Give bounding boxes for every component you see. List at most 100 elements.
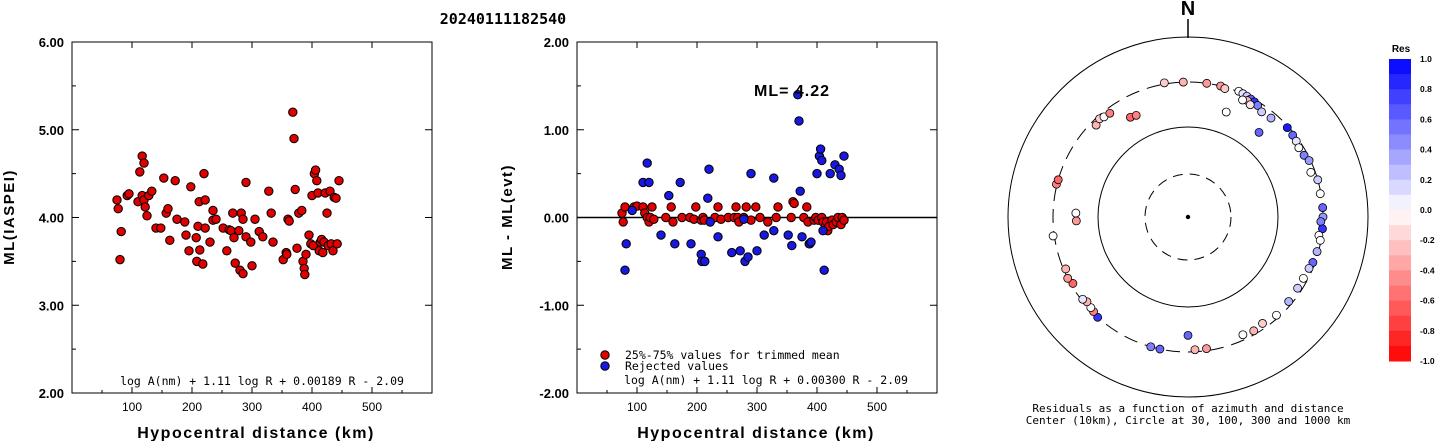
- panel1-point-red: [238, 268, 248, 279]
- panel2-point-red: [666, 202, 676, 212]
- colorbar-tick-label: 0.4: [1420, 145, 1432, 155]
- panel1-point-red: [180, 217, 190, 227]
- azimuth-point: [1312, 247, 1322, 256]
- panel2-point-blue: [797, 232, 807, 242]
- panel1-point-red: [222, 246, 232, 256]
- panel1-point-red: [246, 237, 256, 247]
- panel1-point-red: [334, 175, 344, 186]
- panel2-point-red: [773, 202, 783, 212]
- panel2-point-red: [741, 202, 751, 212]
- azimuth-point: [1159, 78, 1169, 88]
- panel2-point-blue: [795, 186, 805, 196]
- panel2-points: [617, 89, 849, 275]
- panel2-point-red: [751, 202, 761, 212]
- panel1-point-red: [318, 247, 328, 258]
- azimuth-point: [1266, 113, 1276, 123]
- panel1-point-red: [191, 232, 201, 243]
- panel2-ytick-label: -2.00: [539, 386, 569, 401]
- circle-1000km: [1007, 36, 1369, 398]
- figure-title: 20240111182540: [440, 10, 566, 28]
- panel1-point-red: [284, 216, 294, 226]
- azimuth-point: [1238, 95, 1247, 105]
- panel1-point-red: [282, 249, 292, 260]
- panel2-point-blue: [839, 151, 849, 161]
- azimuth-point: [1105, 108, 1115, 118]
- panel1-xtick-label: 300: [242, 400, 262, 414]
- panel2-point-blue: [817, 155, 827, 166]
- panel1-point-red: [211, 214, 221, 224]
- panel1-point-red: [186, 182, 196, 192]
- colorbar-swatch: [1389, 194, 1411, 211]
- panel1-ytick-label: 4.00: [39, 211, 64, 226]
- panel2-point-blue: [727, 247, 737, 258]
- colorbar-tick-label: 0.0: [1420, 205, 1432, 215]
- panel2-point-blue: [735, 246, 745, 256]
- panel2-xtick-label: 300: [747, 400, 767, 414]
- panel2-point-blue: [642, 158, 652, 168]
- panel2-xtick-label: 100: [627, 400, 647, 414]
- panel1-point-red: [112, 195, 122, 205]
- panel1-point-red: [288, 107, 298, 117]
- panel-ml-iaspei: 100 200 300 400 500 2.00 3.00 4.00 5.00 6.00 Hypo…: [1, 35, 433, 441]
- colorbar-tick-label: 0.8: [1420, 84, 1432, 94]
- colorbar: [1389, 59, 1411, 362]
- panel1-xtick-label: 200: [182, 400, 202, 414]
- panel1-point-red: [195, 245, 205, 255]
- panel2-point-blue: [620, 265, 630, 275]
- legend-label-trimmed: 25%-75% values for trimmed mean: [625, 348, 840, 362]
- panel1-point-red: [170, 175, 180, 186]
- panel1-point-red: [208, 205, 218, 216]
- azimuth-point: [1131, 110, 1141, 120]
- panel1-xtick-label: 400: [302, 400, 322, 414]
- azimuth-point: [1306, 167, 1316, 177]
- panel1-point-red: [290, 184, 300, 195]
- panel1-xlabel: Hypocentral distance (km): [137, 425, 375, 441]
- colorbar-swatch: [1389, 164, 1411, 181]
- panel2-point-blue: [627, 205, 637, 216]
- colorbar-tick-label: 1.0: [1420, 54, 1432, 64]
- azimuth-point: [1313, 175, 1323, 185]
- panel1-ytick-label: 3.00: [39, 298, 64, 313]
- legend-marker-trimmed: [600, 350, 610, 360]
- colorbar-tick-label: -0.4: [1420, 265, 1435, 275]
- ml-annotation: ML= 4.22: [754, 83, 830, 100]
- azimuth-point: [1272, 310, 1281, 320]
- legend-marker-rejected: [600, 361, 610, 371]
- panel2-point-blue: [793, 89, 803, 100]
- colorbar-swatch: [1389, 300, 1411, 317]
- azimuth-point: [1318, 203, 1328, 212]
- panel1-point-red: [181, 230, 191, 240]
- panel2-point-red: [618, 217, 628, 227]
- panel2-point-blue: [656, 230, 666, 240]
- azimuth-point: [1202, 344, 1211, 354]
- colorbar-swatch: [1389, 210, 1411, 226]
- azimuth-point: [1304, 156, 1314, 165]
- circle-30km: [1144, 173, 1232, 261]
- panel2-point-blue: [769, 173, 779, 183]
- circle-100km: [1097, 126, 1279, 308]
- panel2-point-blue: [818, 225, 828, 236]
- panel1-point-red: [241, 177, 251, 188]
- azimuth-point: [1284, 297, 1294, 306]
- panel2-point-red: [677, 212, 687, 223]
- colorbar-title: Res: [1392, 44, 1411, 55]
- panel2-point-blue: [752, 246, 762, 256]
- azimuth-point: [1238, 330, 1248, 340]
- panel2-point-blue: [783, 230, 793, 240]
- panel1-point-red: [328, 246, 338, 256]
- panel2-point-red: [763, 217, 773, 227]
- panel1-point-red: [266, 208, 276, 218]
- panel1-point-red: [163, 204, 173, 214]
- colorbar-tick-label: -0.6: [1420, 296, 1435, 306]
- panel1-point-red: [312, 175, 322, 186]
- panel2-xlabel: Hypocentral distance (km): [637, 425, 875, 441]
- panel1-point-red: [300, 269, 310, 280]
- panel1-point-red: [198, 259, 208, 269]
- panel2-point-blue: [686, 239, 696, 249]
- panel2-point-blue: [819, 265, 829, 275]
- panel2-point-blue: [825, 168, 835, 179]
- panel2-point-blue: [644, 177, 654, 188]
- panel1-point-red: [258, 232, 268, 242]
- panel2-ytick-label: 1.00: [544, 123, 569, 138]
- panel1-point-red: [165, 235, 175, 246]
